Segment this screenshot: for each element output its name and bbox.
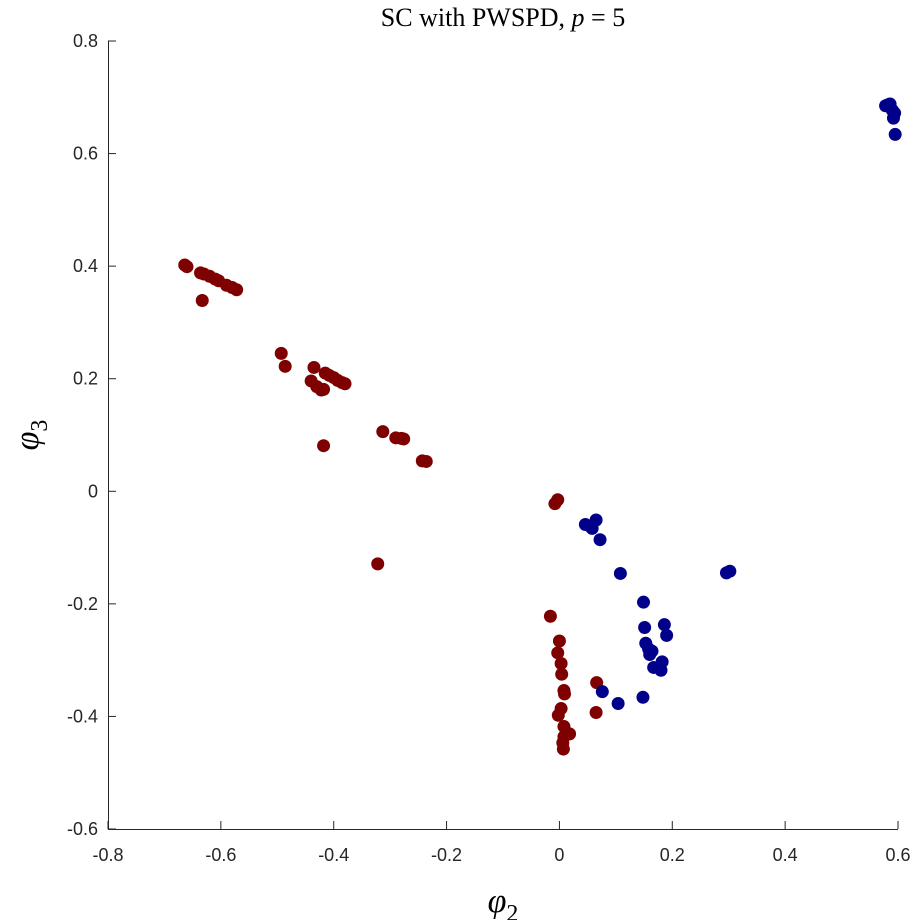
y-tick-label: 0.2 [73, 369, 98, 389]
data-point [611, 696, 625, 710]
y-tick-label: -0.4 [67, 706, 98, 726]
data-point [888, 127, 902, 141]
y-tick-label: 0 [88, 481, 98, 501]
x-tick-label: 0 [554, 845, 564, 865]
data-point [643, 648, 657, 662]
data-point [338, 377, 352, 391]
data-points [178, 97, 902, 756]
y-axis-label: φ3 [9, 420, 53, 451]
data-point [554, 657, 568, 671]
x-axis-ticks: -0.8 -0.6 -0.4 -0.2 0 0.2 0.4 0.6 [92, 821, 911, 865]
data-point [307, 360, 321, 374]
data-point [593, 533, 607, 547]
data-point [419, 454, 433, 468]
y-tick-label: -0.6 [67, 819, 98, 839]
data-point [555, 667, 569, 681]
data-point [654, 663, 668, 677]
y-axis-ticks: -0.6 -0.4 -0.2 0 0.2 0.4 0.6 0.8 [67, 31, 116, 839]
data-point [317, 439, 331, 453]
data-point [180, 260, 194, 274]
data-point [886, 111, 900, 125]
x-tick-label: -0.6 [205, 845, 236, 865]
data-point [657, 618, 671, 632]
x-tick-label: -0.8 [92, 845, 123, 865]
data-point [551, 646, 565, 660]
y-tick-label: 0.8 [73, 31, 98, 51]
x-tick-label: 0.4 [773, 845, 798, 865]
data-point [636, 690, 650, 704]
x-tick-label: -0.4 [318, 845, 349, 865]
x-axis-label-subscript: 2 [506, 901, 518, 920]
x-axis-label: φ2 [488, 883, 519, 920]
y-tick-label: -0.2 [67, 594, 98, 614]
y-axis-label-subscript: 3 [27, 420, 53, 432]
x-tick-label: -0.2 [431, 845, 462, 865]
data-point [551, 708, 565, 722]
data-point [637, 595, 651, 609]
chart-title-prefix: SC with PWSPD, [381, 3, 572, 32]
data-point [552, 634, 566, 648]
data-point [558, 687, 572, 701]
chart-title-variable: p [570, 3, 585, 32]
data-point [613, 566, 627, 580]
x-tick-label: 0.2 [660, 845, 685, 865]
data-point [195, 293, 209, 307]
data-point [397, 432, 411, 446]
data-point [556, 742, 570, 756]
data-point [595, 685, 609, 699]
data-point [589, 513, 603, 527]
data-point [376, 425, 390, 439]
y-tick-label: 0.6 [73, 144, 98, 164]
data-point [548, 497, 562, 511]
data-point [274, 346, 288, 360]
chart-title-suffix: = 5 [585, 3, 626, 32]
data-point [589, 705, 603, 719]
chart-title: SC with PWSPD, p = 5 [381, 3, 625, 32]
y-axis-label-symbol: φ [9, 432, 46, 451]
data-point [230, 283, 244, 297]
data-point [371, 557, 385, 571]
data-point [638, 620, 652, 634]
data-point [317, 382, 331, 396]
data-point [723, 564, 737, 578]
y-tick-label: 0.4 [73, 256, 98, 276]
data-point [278, 359, 292, 373]
x-axis-label-symbol: φ [488, 883, 507, 920]
data-point [543, 609, 557, 623]
data-point [660, 628, 674, 642]
x-tick-label: 0.6 [885, 845, 910, 865]
